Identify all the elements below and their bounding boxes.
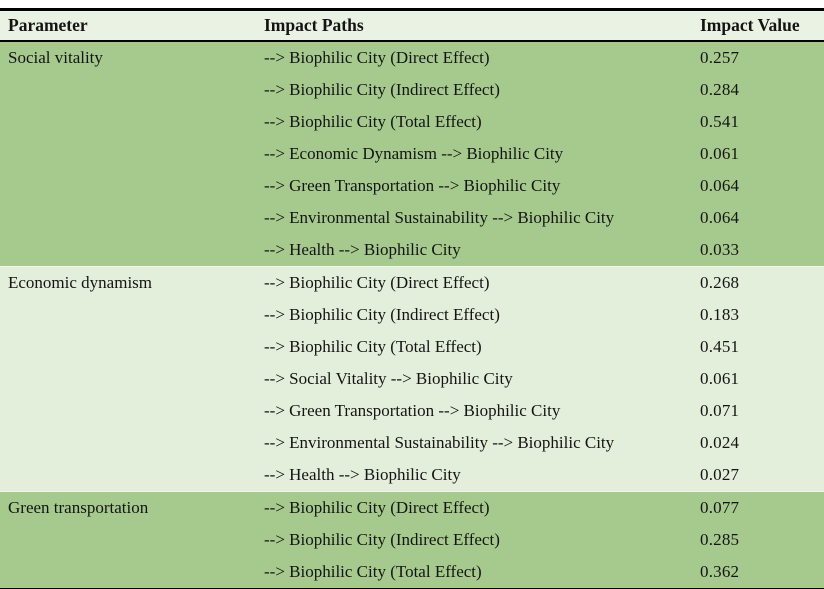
table-row: --> Biophilic City (Indirect Effect) 0.2…	[0, 524, 824, 556]
table-row: Economic dynamism --> Biophilic City (Di…	[0, 267, 824, 300]
column-header-impact-value: Impact Value	[692, 9, 824, 42]
table-header: Parameter Impact Paths Impact Value	[0, 9, 824, 42]
parameter-cell: Economic dynamism	[8, 273, 153, 292]
table-row: --> Green Transportation --> Biophilic C…	[0, 395, 824, 427]
impact-value-cell: 0.024	[700, 433, 740, 452]
impact-path-cell: --> Biophilic City (Indirect Effect)	[264, 80, 500, 99]
impact-value-cell: 0.061	[700, 144, 740, 163]
parameter-cell: Green transportation	[8, 498, 149, 517]
table-row: Social vitality --> Biophilic City (Dire…	[0, 41, 824, 74]
impact-value-cell: 0.183	[700, 305, 740, 324]
table-row: --> Economic Dynamism --> Biophilic City…	[0, 138, 824, 170]
parameter-cell: Social vitality	[8, 48, 103, 67]
impact-value-cell: 0.257	[700, 48, 740, 67]
table-row: --> Environmental Sustainability --> Bio…	[0, 427, 824, 459]
impact-value-cell: 0.061	[700, 369, 740, 388]
impact-value-cell: 0.541	[700, 112, 740, 131]
impact-path-cell: --> Green Transportation --> Biophilic C…	[264, 401, 561, 420]
impact-value-cell: 0.362	[700, 562, 740, 581]
impact-path-cell: --> Environmental Sustainability --> Bio…	[264, 433, 615, 452]
impact-value-cell: 0.284	[700, 80, 740, 99]
impact-path-cell: --> Health --> Biophilic City	[264, 465, 461, 484]
table-row: --> Health --> Biophilic City 0.033	[0, 234, 824, 267]
impact-path-cell: --> Biophilic City (Total Effect)	[264, 562, 482, 581]
impact-value-cell: 0.071	[700, 401, 740, 420]
impact-path-cell: --> Health --> Biophilic City	[264, 240, 461, 259]
table-row: --> Biophilic City (Indirect Effect) 0.2…	[0, 74, 824, 106]
impact-path-cell: --> Green Transportation --> Biophilic C…	[264, 176, 561, 195]
impact-path-cell: --> Biophilic City (Direct Effect)	[264, 48, 490, 67]
impact-value-cell: 0.285	[700, 530, 740, 549]
impact-value-cell: 0.451	[700, 337, 740, 356]
impact-value-cell: 0.268	[700, 273, 740, 292]
impact-value-cell: 0.064	[700, 176, 740, 195]
impact-paths-table: Parameter Impact Paths Impact Value Soci…	[0, 8, 824, 589]
table-row: --> Biophilic City (Total Effect) 0.451	[0, 331, 824, 363]
impact-value-cell: 0.027	[700, 465, 740, 484]
table-row: --> Green Transportation --> Biophilic C…	[0, 170, 824, 202]
table-row: --> Biophilic City (Total Effect) 0.541	[0, 106, 824, 138]
impact-path-cell: --> Biophilic City (Total Effect)	[264, 337, 482, 356]
table-row: --> Social Vitality --> Biophilic City 0…	[0, 363, 824, 395]
impact-path-cell: --> Biophilic City (Indirect Effect)	[264, 305, 500, 324]
table-row: Green transportation --> Biophilic City …	[0, 492, 824, 525]
impact-path-cell: --> Social Vitality --> Biophilic City	[264, 369, 513, 388]
impact-path-cell: --> Biophilic City (Total Effect)	[264, 112, 482, 131]
impact-value-cell: 0.033	[700, 240, 740, 259]
group-economic-dynamism: Economic dynamism --> Biophilic City (Di…	[0, 266, 824, 492]
impact-path-cell: --> Biophilic City (Direct Effect)	[264, 498, 490, 517]
impact-value-cell: 0.064	[700, 208, 740, 227]
group-green-transportation: Green transportation --> Biophilic City …	[0, 491, 824, 589]
column-header-impact-paths: Impact Paths	[256, 9, 692, 42]
table-row: --> Environmental Sustainability --> Bio…	[0, 202, 824, 234]
group-social-vitality: Social vitality --> Biophilic City (Dire…	[0, 41, 824, 267]
impact-path-cell: --> Economic Dynamism --> Biophilic City	[264, 144, 564, 163]
column-header-parameter: Parameter	[0, 9, 256, 42]
table-row: --> Biophilic City (Total Effect) 0.362	[0, 556, 824, 589]
table-row: --> Health --> Biophilic City 0.027	[0, 459, 824, 492]
impact-path-cell: --> Biophilic City (Direct Effect)	[264, 273, 490, 292]
impact-value-cell: 0.077	[700, 498, 740, 517]
impact-path-cell: --> Environmental Sustainability --> Bio…	[264, 208, 615, 227]
impact-path-cell: --> Biophilic City (Indirect Effect)	[264, 530, 500, 549]
header-row: Parameter Impact Paths Impact Value	[0, 9, 824, 42]
table-row: --> Biophilic City (Indirect Effect) 0.1…	[0, 299, 824, 331]
